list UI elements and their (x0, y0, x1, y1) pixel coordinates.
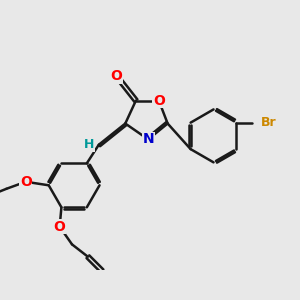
Text: O: O (20, 175, 32, 189)
Text: O: O (110, 69, 122, 83)
Text: O: O (54, 220, 66, 234)
Text: N: N (142, 132, 154, 146)
Text: O: O (153, 94, 165, 108)
Text: Br: Br (261, 116, 277, 129)
Text: H: H (84, 138, 94, 151)
